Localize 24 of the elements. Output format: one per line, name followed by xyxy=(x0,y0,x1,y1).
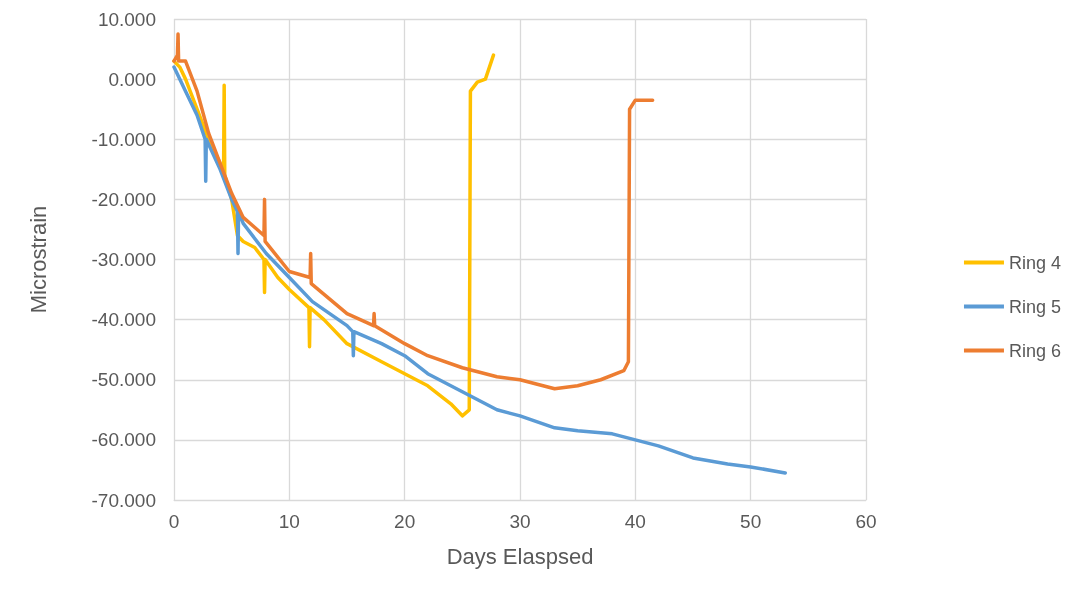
y-tick-label: 0.000 xyxy=(108,68,156,90)
y-tick-label: 10.000 xyxy=(97,8,156,30)
y-tick-label: -20.000 xyxy=(91,188,156,210)
x-tick-label: 30 xyxy=(509,511,531,532)
y-axis-title: Microstrain xyxy=(25,205,51,314)
legend-label: Ring 6 xyxy=(1008,340,1061,361)
legend-label: Ring 5 xyxy=(1008,296,1061,317)
x-tick-label: 60 xyxy=(855,511,877,532)
legend-label: Ring 4 xyxy=(1008,252,1061,273)
line-series xyxy=(172,32,655,391)
x-tick-label: 40 xyxy=(624,511,646,532)
x-tick-label: 20 xyxy=(394,511,416,532)
x-tick-label: 0 xyxy=(168,511,180,532)
line-series xyxy=(172,65,788,475)
x-axis-title: Days Elaspsed xyxy=(446,543,594,569)
y-tick-label: -40.000 xyxy=(91,309,156,331)
y-tick-label: -50.000 xyxy=(91,369,156,391)
x-tick-label: 50 xyxy=(740,511,762,532)
y-tick-label: -10.000 xyxy=(91,128,156,150)
y-tick-label: -60.000 xyxy=(91,429,156,451)
y-tick-label: -30.000 xyxy=(91,249,156,270)
line-series xyxy=(172,53,496,418)
x-tick-label: 10 xyxy=(278,511,300,532)
y-tick-label: -70.000 xyxy=(91,489,156,511)
